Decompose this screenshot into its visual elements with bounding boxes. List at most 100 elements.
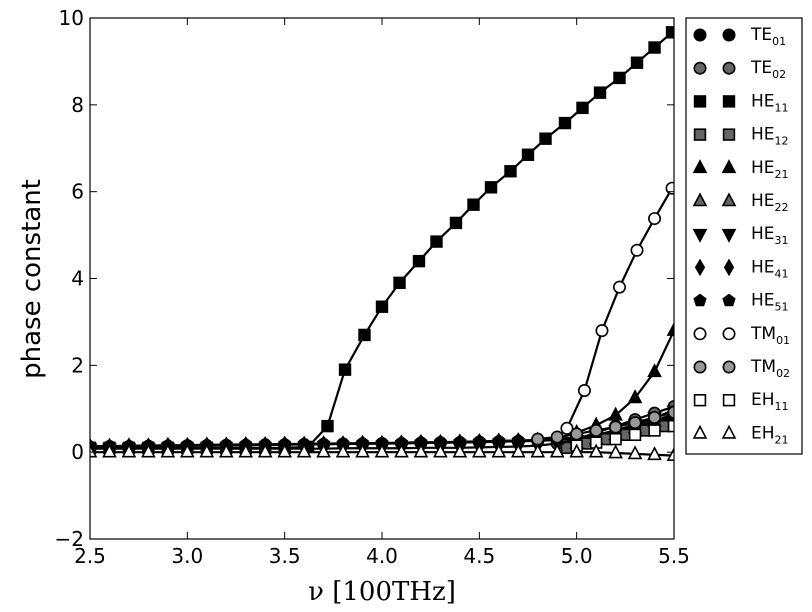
- point-TM02: [589, 423, 603, 437]
- point-EH21: [355, 443, 370, 458]
- point-EH11: [648, 424, 661, 437]
- point-HE11: [430, 235, 443, 248]
- legend-marker-TE01: [722, 28, 736, 42]
- y-tick-label: 10: [59, 6, 84, 30]
- point-EH11: [628, 428, 642, 441]
- point-HE11: [613, 71, 626, 85]
- point-TM01: [612, 280, 626, 294]
- point-HE11: [521, 148, 535, 161]
- point-HE11: [338, 363, 352, 376]
- legend-marker-TE02: [722, 61, 736, 75]
- point-EH21: [472, 443, 487, 458]
- point-EH21: [296, 443, 312, 458]
- legend-marker-HE31: [721, 228, 737, 243]
- point-HE11: [558, 116, 572, 130]
- point-HE11: [665, 26, 674, 39]
- point-TM01: [630, 243, 644, 257]
- series-layer: [90, 26, 674, 461]
- point-HE11: [375, 300, 389, 313]
- point-HE11: [648, 41, 661, 54]
- y-tick-label: 0: [71, 440, 84, 464]
- point-EH21: [199, 443, 215, 458]
- point-EH21: [277, 443, 292, 458]
- x-tick-label: 5.5: [658, 544, 690, 568]
- point-EH21: [413, 443, 429, 458]
- legend-marker-TM02: [693, 360, 707, 374]
- point-EH21: [549, 443, 565, 458]
- point-EH21: [316, 443, 331, 458]
- legend-marker-HE11: [722, 95, 736, 108]
- point-EH21: [588, 443, 604, 458]
- point-EH11: [609, 432, 622, 446]
- point-HE11: [467, 198, 480, 211]
- point-EH21: [394, 443, 409, 458]
- point-EH21: [530, 443, 546, 458]
- point-EH21: [335, 443, 351, 458]
- point-HE11: [412, 254, 426, 268]
- point-EH21: [569, 443, 584, 458]
- point-HE11: [504, 165, 517, 178]
- point-EH21: [491, 443, 507, 458]
- point-EH21: [238, 443, 254, 458]
- point-TM02: [570, 427, 584, 441]
- y-tick-label: 2: [71, 353, 84, 377]
- legend-marker-TM01: [693, 327, 707, 341]
- point-HE11: [630, 56, 644, 69]
- legend-marker-HE21: [721, 159, 737, 174]
- legend-marker-HE12: [693, 128, 707, 141]
- legend-marker-HE21: [692, 159, 708, 174]
- axes-layer: 2.5 3.0 3.5 4.0 4.5 5.0 5.5 −2 0 2 4 6 8 10: [55, 6, 690, 568]
- point-EH21: [608, 444, 623, 459]
- point-EH21: [141, 443, 156, 458]
- legend-frame: [685, 17, 803, 455]
- y-tick-label: 6: [71, 180, 84, 204]
- point-EH21: [510, 443, 526, 458]
- point-EH21: [160, 443, 176, 458]
- point-TM02: [531, 432, 545, 446]
- legend-marker-HE51: [722, 293, 736, 307]
- point-TM01: [665, 181, 674, 195]
- x-tick-label: 4.5: [463, 544, 495, 568]
- point-EH21: [180, 443, 195, 458]
- point-EH21: [452, 443, 468, 458]
- point-TM01: [595, 324, 609, 338]
- point-EH21: [90, 443, 98, 458]
- legend-marker-HE11: [693, 95, 707, 108]
- point-EH21: [433, 443, 448, 458]
- point-HE11: [321, 419, 334, 433]
- point-HE11: [484, 181, 498, 194]
- legend: TE01TE02HE11HE12HE21HE22HE31HE41HE51TM01…: [685, 17, 803, 455]
- legend-marker-EH21: [692, 424, 708, 439]
- legend-marker-TM02: [722, 360, 736, 374]
- point-TM01: [648, 212, 662, 226]
- y-axis-label: phase constant: [17, 179, 47, 379]
- x-tick-label: 3.5: [269, 544, 301, 568]
- point-HE21: [666, 321, 674, 336]
- y-tick-label: 8: [71, 93, 84, 117]
- legend-marker-TE01: [693, 28, 707, 42]
- point-EH21: [666, 447, 674, 461]
- y-tick-label: 4: [71, 267, 84, 291]
- point-TM02: [609, 420, 623, 434]
- point-HE11: [358, 328, 371, 342]
- x-tick-label: 3.0: [171, 544, 203, 568]
- point-HE21: [627, 389, 643, 404]
- point-HE21: [608, 406, 623, 421]
- point-HE11: [393, 276, 406, 290]
- point-TM02: [628, 416, 642, 430]
- point-EH21: [647, 446, 662, 461]
- legend-marker-HE31: [692, 228, 708, 243]
- x-tick-label: 5.0: [561, 544, 593, 568]
- legend-marker-EH11: [722, 393, 736, 407]
- point-HE11: [593, 86, 607, 99]
- legend-marker-HE22: [692, 192, 708, 207]
- point-EH21: [102, 443, 117, 458]
- point-EH21: [121, 443, 137, 458]
- point-EH21: [218, 443, 234, 458]
- y-tick-label: −2: [55, 527, 84, 551]
- legend-marker-HE41: [694, 258, 706, 277]
- legend-marker-EH21: [721, 424, 737, 439]
- legend-marker-HE41: [723, 258, 735, 277]
- series-group: [90, 26, 674, 461]
- point-HE21: [647, 363, 662, 378]
